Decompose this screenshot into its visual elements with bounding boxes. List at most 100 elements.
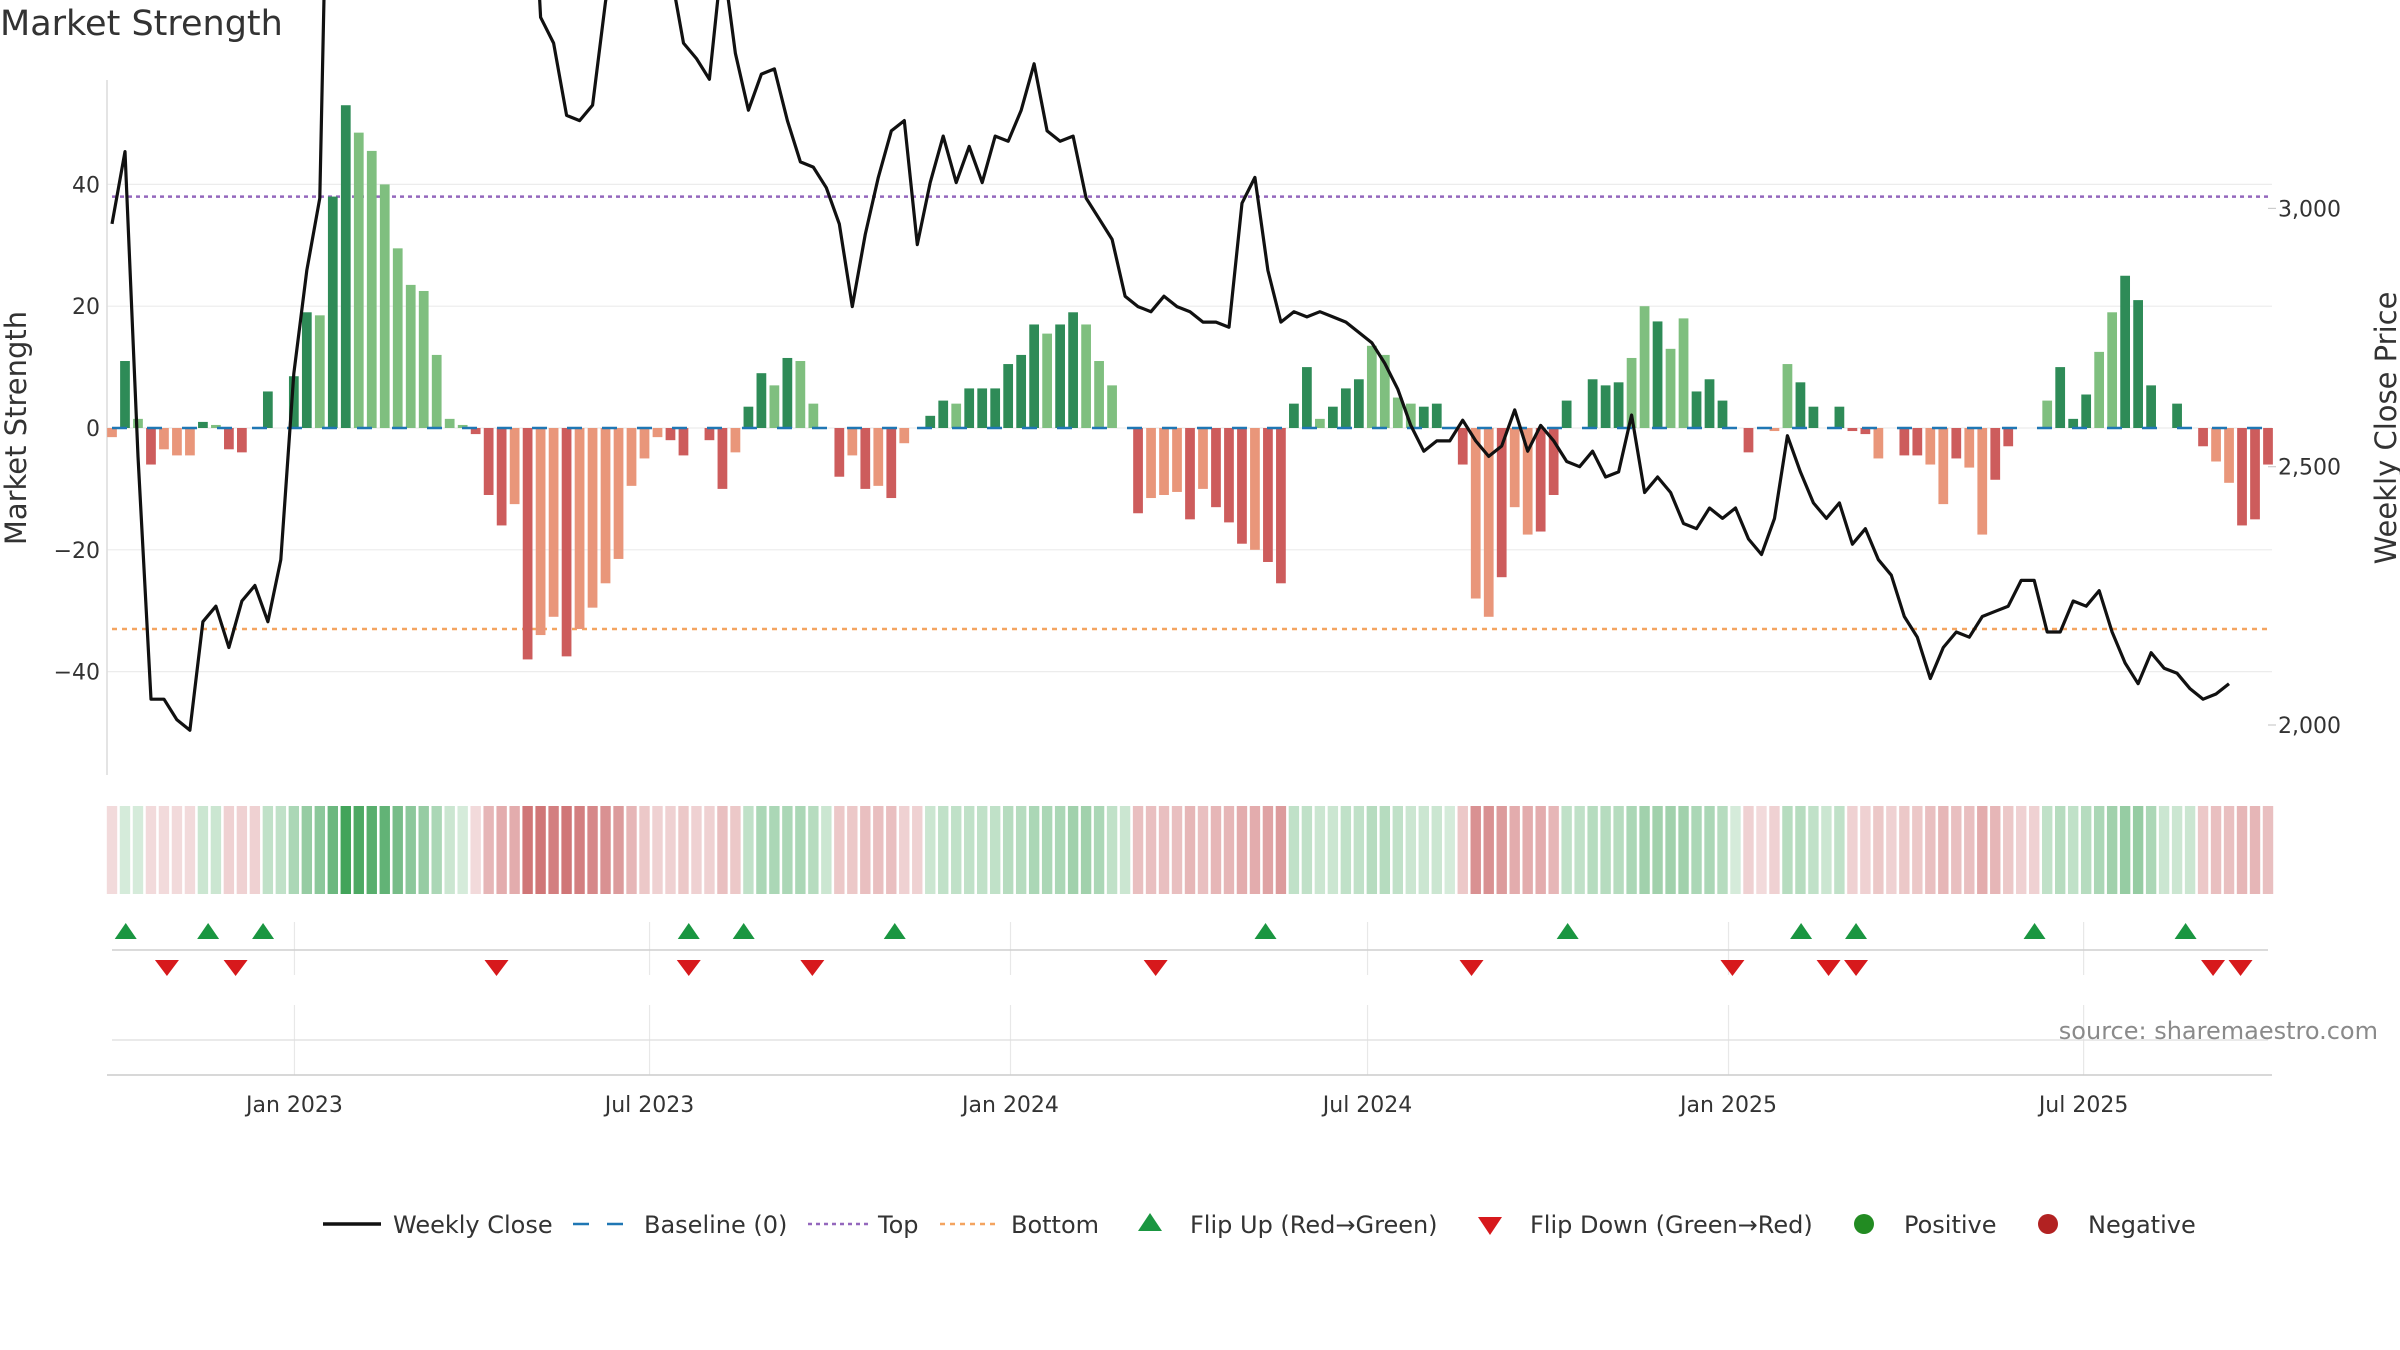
strength-bar-positive — [2146, 385, 2156, 428]
strip-cell-negative — [704, 806, 715, 894]
strength-bar-positive — [1289, 403, 1299, 428]
strip-cell-positive — [1444, 806, 1455, 894]
strength-bar-negative — [1470, 428, 1481, 599]
strength-bar-positive — [1042, 333, 1053, 428]
strip-cell-negative — [1535, 806, 1546, 894]
strip-cell-positive — [1431, 806, 1442, 894]
strip-cell-positive — [340, 806, 351, 894]
strength-bar-positive — [353, 132, 364, 428]
strip-cell-positive — [951, 806, 962, 894]
strength-bar-positive — [756, 373, 767, 428]
strip-cell-negative — [1522, 806, 1533, 894]
y-axis-title: Market Strength — [0, 311, 33, 545]
strip-cell-negative — [639, 806, 650, 894]
strength-bar-positive — [1834, 406, 1845, 428]
strip-cell-positive — [444, 806, 455, 894]
flip-up-marker — [2023, 923, 2046, 939]
strip-cell-negative — [1275, 806, 1287, 894]
strip-cell-negative — [1158, 806, 1170, 894]
strip-cell-positive — [1418, 806, 1429, 894]
strip-cell-negative — [223, 806, 235, 894]
strip-cell-positive — [2132, 806, 2144, 894]
strip-cell-positive — [938, 806, 949, 894]
strength-bar-negative — [1146, 428, 1156, 499]
strength-bar-positive — [2133, 300, 2143, 428]
strip-cell-positive — [1041, 806, 1053, 894]
strip-cell-negative — [691, 806, 702, 894]
strength-bar-positive — [1340, 388, 1351, 428]
strength-bar-negative — [1237, 428, 1247, 544]
strength-bar-positive — [1315, 418, 1325, 428]
strength-bar-positive — [2055, 367, 2066, 428]
strip-cell-negative — [2016, 806, 2027, 894]
strength-bar-negative — [1522, 428, 1533, 535]
y-tick-label: 20 — [72, 295, 100, 320]
y-tick-label: 40 — [72, 173, 100, 198]
strip-cell-negative — [2236, 806, 2248, 894]
strip-cell-positive — [1730, 806, 1741, 894]
strip-cell-negative — [145, 806, 157, 894]
strip-cell-positive — [1080, 806, 1092, 894]
strip-cell-positive — [769, 806, 780, 894]
strip-cell-positive — [1093, 806, 1105, 894]
strip-cell-negative — [171, 806, 183, 894]
flip-up-marker — [883, 923, 906, 939]
axes — [106, 80, 2272, 1076]
strength-bar-positive — [1068, 312, 1078, 428]
strength-bar-positive — [1678, 318, 1689, 428]
strip-cell-negative — [1132, 806, 1144, 894]
strength-bar-positive — [1055, 324, 1065, 428]
strength-bar-negative — [1483, 428, 1494, 617]
strength-bar-positive — [990, 388, 1001, 428]
legend-label: Bottom — [1011, 1211, 1099, 1239]
strength-bar-positive — [392, 248, 403, 428]
legend-item: Negative — [2038, 1211, 2196, 1239]
strength-bar-negative — [1860, 428, 1871, 435]
strength-bar-negative — [470, 428, 481, 435]
flip-up-marker — [732, 923, 755, 939]
flip-down-marker — [154, 960, 179, 976]
strip-cell-negative — [600, 806, 611, 894]
flip-up-marker — [2174, 923, 2197, 939]
strip-cell-negative — [2197, 806, 2209, 894]
weekly-close-polyline — [110, 0, 2230, 732]
strength-bar-positive — [405, 284, 416, 428]
strip-cell-negative — [1210, 806, 1222, 894]
strip-cell-negative — [1977, 806, 1988, 894]
strip-cell-negative — [1197, 806, 1209, 894]
strength-bars — [107, 105, 2273, 660]
flip-down-marker — [484, 960, 509, 976]
strip-cell-negative — [561, 806, 572, 894]
strip-cell-negative — [2210, 806, 2222, 894]
strength-bar-positive — [1302, 367, 1312, 428]
strip-cell-positive — [1717, 806, 1728, 894]
strength-bar-negative — [172, 428, 182, 456]
legend-label: Flip Down (Green→Red) — [1530, 1211, 1813, 1239]
strip-cell-negative — [1223, 806, 1235, 894]
strength-bar-negative — [834, 428, 845, 477]
strength-bar-negative — [1938, 428, 1949, 505]
flip-up-marker — [1845, 923, 1868, 939]
strength-bar-positive — [1561, 400, 1572, 428]
strip-cell-negative — [613, 806, 624, 894]
strength-bar-negative — [1496, 428, 1507, 578]
strength-bar-positive — [1405, 403, 1416, 428]
strip-cell-positive — [1587, 806, 1598, 894]
strength-strip — [106, 806, 2274, 894]
strip-cell-positive — [2067, 806, 2079, 894]
strength-bar-negative — [1172, 428, 1182, 492]
strip-cell-positive — [314, 806, 326, 894]
strip-cell-negative — [834, 806, 845, 894]
strip-cell-negative — [1743, 806, 1754, 894]
tick-labels: −40−20020402,0002,5003,0003,5004,000Jan … — [54, 173, 2341, 1118]
flip-down-marker — [1720, 960, 1745, 976]
strength-bar-negative — [639, 428, 650, 459]
strength-bar-negative — [159, 428, 169, 450]
strength-bar-positive — [1081, 324, 1091, 428]
x-tick-label: Jul 2024 — [1321, 1093, 1413, 1118]
strength-bar-positive — [418, 290, 429, 428]
strength-bar-positive — [366, 150, 377, 428]
strip-cell-negative — [1236, 806, 1248, 894]
strength-bar-negative — [1899, 428, 1910, 456]
